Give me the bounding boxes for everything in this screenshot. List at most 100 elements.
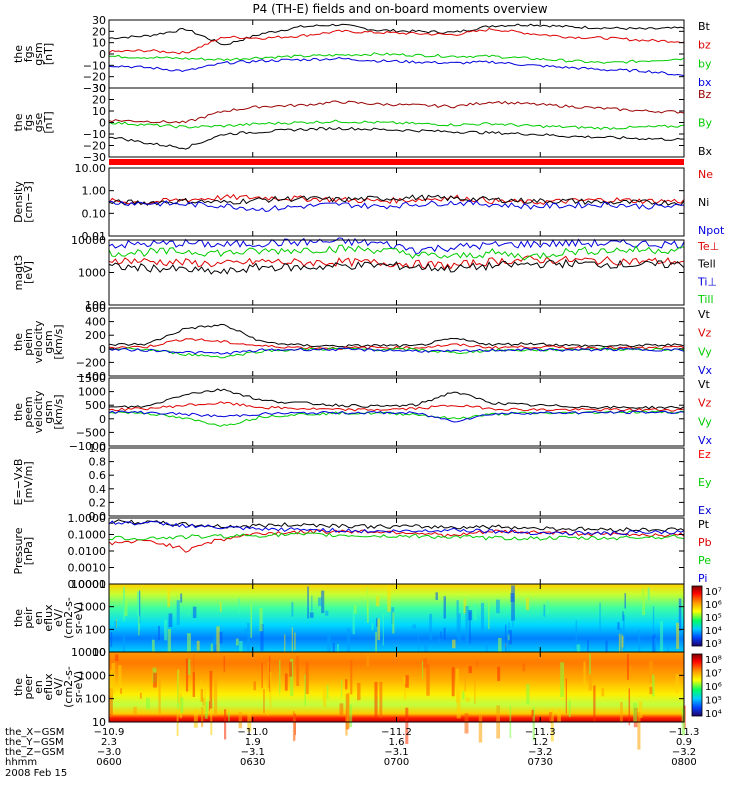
x-row-label: the_Y−GSM (5, 737, 64, 748)
spectrogram-streak (387, 585, 391, 612)
colorbar-tick-label: 10⁷ (705, 587, 722, 598)
colorbar-tick-label: 10⁶ (705, 682, 722, 693)
spectrogram-streak (339, 703, 344, 715)
spectrogram-streak (473, 603, 477, 621)
spectrogram-streak (642, 599, 646, 616)
colorbar-tick-label: 10⁴ (705, 709, 722, 720)
spectrogram-streak (379, 681, 383, 718)
y-axis-label-line: [mV/m] (22, 461, 35, 502)
y-tick-label: 0 (99, 343, 106, 356)
y-tick-label: −1000 (69, 440, 106, 453)
spectrogram-streak (140, 692, 142, 699)
y-axis-label-line: sr-eV) (72, 671, 85, 703)
spectrogram-streak (652, 634, 656, 663)
spectrogram-streak (346, 628, 351, 659)
y-tick-label: 30 (92, 82, 106, 95)
panel-frame (108, 87, 685, 158)
x-row-value: −11.0 (237, 727, 268, 738)
panels-layer: 3020100−10−20−30thefgsgsm[nT]Btbzbybx302… (12, 14, 725, 750)
legend-Vy: Vy (698, 415, 712, 428)
spectrogram-streak (193, 654, 195, 681)
spectrogram-streak (480, 602, 485, 630)
y-tick-label: −20 (83, 140, 106, 153)
x-row-value: −11.3 (669, 727, 700, 738)
spectrogram-streak (292, 711, 295, 742)
series-line-Ne (108, 193, 685, 206)
spectrogram-streak (259, 608, 263, 632)
y-tick-label: 0.8 (89, 456, 107, 469)
spectrogram-streak (250, 603, 253, 638)
spectrogram-streak (549, 712, 553, 724)
spectrogram-streak (180, 697, 184, 713)
spectrogram-streak (622, 611, 624, 621)
spectrogram-streak (224, 709, 227, 740)
legend-Ez: Ez (698, 448, 711, 461)
spectrogram-streak (307, 586, 309, 619)
colorbar-tick-label: 10⁶ (705, 600, 722, 611)
spectrogram-streak (123, 587, 125, 622)
y-axis-label-line: en (32, 680, 45, 694)
date-label: 2008 Feb 15 (5, 768, 67, 779)
legend-Tell: Tell (697, 258, 716, 271)
spectrogram-streak (133, 706, 137, 715)
y-axis-label-line: gsm (32, 42, 45, 65)
y-axis-label-line: peer (22, 674, 35, 700)
spectrogram-streak (461, 691, 465, 700)
y-tick-label: 0.2 (89, 496, 107, 509)
x-row-value: 1.9 (245, 737, 261, 748)
y-tick-label: 0.0100 (68, 545, 107, 558)
y-axis-label-line: peir (22, 607, 35, 629)
legend-Pe: Pe (698, 554, 711, 567)
legend-Ti⊥: Ti⊥ (697, 275, 717, 288)
series-line-Te⊥ (108, 255, 685, 270)
spectrogram-streak (629, 666, 632, 679)
y-tick-label: 0.4 (89, 483, 107, 496)
y-axis-label-line: the (12, 403, 25, 421)
spectrogram-streak (352, 609, 355, 635)
spectrogram-streak (201, 706, 204, 728)
spectrogram-streak (382, 613, 384, 646)
spectrogram-streak (218, 631, 223, 644)
y-axis-label-line: magt3 (12, 255, 25, 291)
x-row-value: −3.2 (528, 747, 552, 758)
legend-By: By (698, 117, 713, 130)
y-axis-label-line: gse (32, 113, 45, 133)
spectrogram-streak (228, 712, 230, 722)
spectrogram-streak (263, 689, 265, 714)
y-tick-label: −10 (83, 59, 106, 72)
spectrogram-streak (617, 622, 620, 630)
spectrogram-streak (208, 701, 210, 711)
y-tick-label: 20 (92, 25, 106, 38)
spectrogram-streak (637, 712, 641, 750)
spectrogram-streak (305, 662, 309, 695)
spectrogram-streak (469, 611, 471, 644)
y-axis-label-line: [km/s] (52, 324, 65, 359)
spectrogram-streak (239, 641, 243, 653)
spectrogram-streak (188, 611, 190, 618)
spectrogram-streak (456, 668, 459, 703)
spectrogram-streak (219, 602, 222, 613)
spectrogram-streak (209, 670, 213, 709)
legend-Te⊥: Te⊥ (697, 240, 719, 253)
series-line-Vx (108, 410, 685, 423)
legend-Vz: Vz (698, 397, 712, 410)
spectrogram-streak (412, 624, 417, 629)
y-tick-label: 10.00 (75, 162, 107, 175)
spectrogram-streak (289, 661, 293, 677)
y-axis-label-line: velocity (32, 320, 45, 363)
spectrogram-streak (497, 666, 501, 682)
flag-bar (109, 159, 684, 165)
y-tick-label: −20 (83, 71, 106, 84)
legend-Till: Till (697, 293, 714, 306)
spectrogram-streak (192, 672, 196, 697)
colorbar-tick-label: 10⁵ (705, 696, 722, 707)
y-axis-label-line: sr-eV) (72, 602, 85, 634)
series-line-by (109, 52, 685, 64)
legend-Vt: Vt (698, 308, 711, 321)
spectrogram-streak (311, 595, 313, 612)
spectrogram-streak (346, 692, 350, 729)
spectrogram-streak (151, 639, 155, 661)
spectrogram-streak (474, 674, 476, 705)
spectrogram-streak (153, 672, 157, 688)
